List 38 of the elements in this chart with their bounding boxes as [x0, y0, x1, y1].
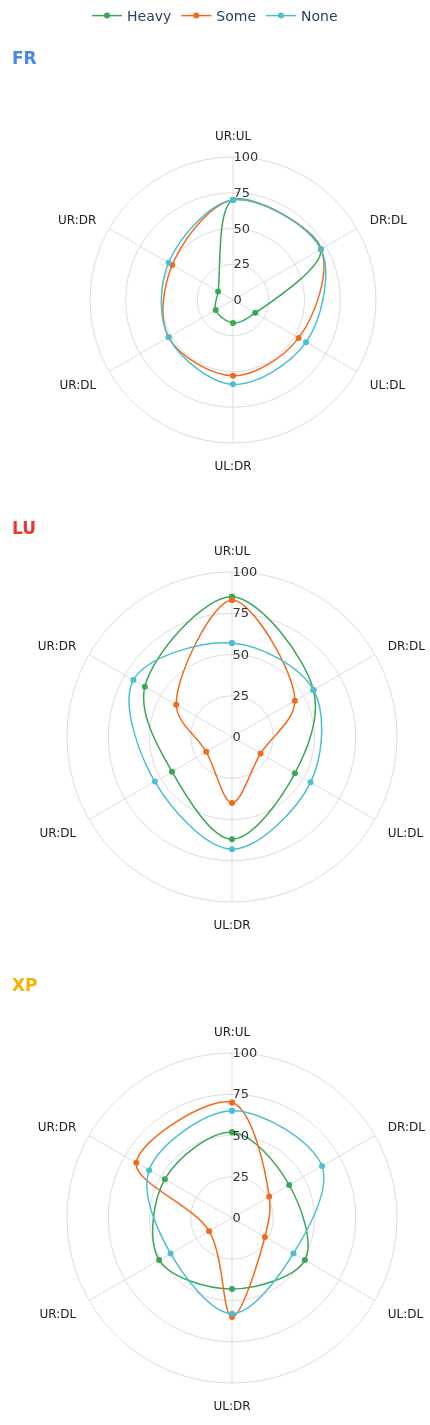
legend-label: Heavy [127, 8, 172, 25]
y-tick-label: 0 [232, 1210, 241, 1226]
chart-title: LU [12, 518, 37, 538]
spoke-label: DR:DL [387, 1119, 426, 1134]
spoke-label: UL:DR [214, 458, 252, 473]
spoke-label: DR:DL [369, 212, 408, 227]
legend-label: None [301, 8, 338, 25]
spoke-label: UR:DL [39, 1306, 77, 1321]
y-tick-label: 100 [233, 149, 259, 165]
text: FR [12, 48, 37, 68]
y-tick-label: 75 [232, 605, 250, 621]
spoke-label: UR:UL [213, 543, 251, 558]
y-tick-label: 50 [232, 646, 250, 662]
spoke-label: UR:UL [214, 128, 252, 143]
spoke-label: UR:DL [39, 825, 77, 840]
y-tick-label: 0 [233, 292, 242, 308]
spoke-label: UL:DR [213, 917, 251, 932]
spoke-label: UL:DR [213, 1398, 251, 1413]
y-tick-label: 75 [233, 184, 251, 200]
y-tick-label: 25 [233, 256, 251, 272]
spoke-label: UL:DL [387, 825, 424, 840]
y-tick-label: 100 [232, 564, 258, 580]
spoke-label: DR:DL [387, 638, 426, 653]
y-tick-label: 50 [233, 220, 251, 236]
legend-label: Some [216, 8, 256, 25]
spoke-label: UR:DR [57, 212, 97, 227]
spoke-label: UR:DR [37, 638, 77, 653]
y-tick-label: 25 [232, 687, 250, 703]
chart-title: XP [12, 975, 38, 995]
spoke-label: UR:DL [59, 377, 97, 392]
spoke-label: UL:DL [387, 1306, 424, 1321]
spoke-label: UR:DR [37, 1119, 77, 1134]
spoke-label: UL:DL [369, 377, 406, 392]
spoke-label: UR:UL [213, 1024, 251, 1039]
y-tick-label: 25 [232, 1168, 250, 1184]
y-tick-label: 75 [232, 1086, 250, 1102]
y-tick-label: 0 [232, 729, 241, 745]
y-tick-label: 100 [232, 1045, 258, 1061]
